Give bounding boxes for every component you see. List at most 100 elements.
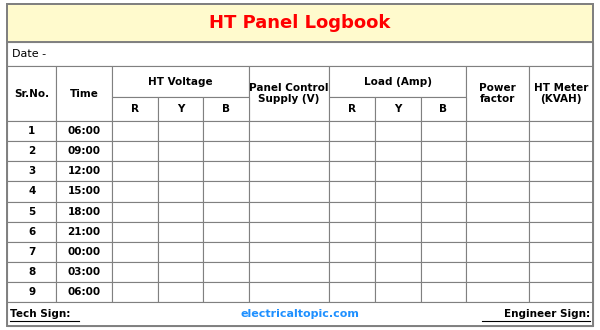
Bar [529, 242, 593, 262]
Text: Y: Y [394, 104, 401, 114]
Bar [329, 66, 466, 97]
Bar [249, 222, 329, 242]
Bar [329, 262, 375, 282]
Text: electricaltopic.com: electricaltopic.com [241, 309, 359, 319]
Bar [329, 202, 375, 222]
Bar [158, 97, 203, 121]
Text: 1: 1 [28, 126, 35, 136]
Bar [158, 161, 203, 182]
Bar [112, 242, 158, 262]
Bar [7, 161, 56, 182]
Bar [112, 141, 158, 161]
Text: 00:00: 00:00 [68, 247, 101, 257]
Text: 09:00: 09:00 [68, 146, 101, 156]
Bar [375, 182, 421, 202]
Bar [529, 121, 593, 141]
Text: Y: Y [177, 104, 184, 114]
Bar [421, 121, 466, 141]
Bar [112, 282, 158, 302]
Bar [529, 161, 593, 182]
Bar [375, 202, 421, 222]
Bar [203, 222, 249, 242]
Bar [329, 97, 375, 121]
Bar [529, 282, 593, 302]
Bar [203, 282, 249, 302]
Bar [375, 161, 421, 182]
Bar [466, 121, 529, 141]
Bar [158, 262, 203, 282]
Bar [249, 66, 329, 121]
Bar [421, 282, 466, 302]
Text: Sr.No.: Sr.No. [14, 88, 49, 99]
Bar [203, 121, 249, 141]
Bar [329, 182, 375, 202]
Bar [249, 262, 329, 282]
Bar [466, 182, 529, 202]
Bar [375, 242, 421, 262]
Bar [158, 182, 203, 202]
Text: Engineer Sign:: Engineer Sign: [503, 309, 590, 319]
Bar [529, 66, 593, 121]
Bar [112, 161, 158, 182]
Text: R: R [131, 104, 139, 114]
Bar [329, 242, 375, 262]
Bar [158, 242, 203, 262]
Text: Panel Control
Supply (V): Panel Control Supply (V) [250, 83, 329, 104]
Bar [7, 141, 56, 161]
Bar [375, 282, 421, 302]
Bar [56, 242, 112, 262]
Bar [421, 161, 466, 182]
Bar [249, 282, 329, 302]
Bar [329, 282, 375, 302]
Bar [375, 222, 421, 242]
Bar [529, 262, 593, 282]
Bar [203, 141, 249, 161]
Bar [249, 242, 329, 262]
Text: 4: 4 [28, 186, 35, 196]
Bar [7, 202, 56, 222]
Bar [112, 121, 158, 141]
Bar [421, 262, 466, 282]
Bar [529, 202, 593, 222]
Bar [203, 97, 249, 121]
Bar [158, 202, 203, 222]
Bar [112, 202, 158, 222]
Bar [203, 202, 249, 222]
Bar [7, 262, 56, 282]
Bar [466, 282, 529, 302]
Text: Date -: Date - [12, 49, 46, 59]
Bar [158, 121, 203, 141]
Bar [421, 202, 466, 222]
Bar [7, 42, 593, 66]
Bar [249, 182, 329, 202]
Bar [7, 182, 56, 202]
Bar [421, 222, 466, 242]
Text: 7: 7 [28, 247, 35, 257]
Bar [158, 222, 203, 242]
Bar [375, 262, 421, 282]
Text: 5: 5 [28, 207, 35, 216]
Bar [112, 262, 158, 282]
Bar [466, 141, 529, 161]
Bar [466, 222, 529, 242]
Text: B: B [439, 104, 448, 114]
Bar [529, 141, 593, 161]
Bar [203, 182, 249, 202]
Text: HT Panel Logbook: HT Panel Logbook [209, 14, 391, 32]
Bar [112, 97, 158, 121]
Bar [375, 121, 421, 141]
Text: 06:00: 06:00 [68, 126, 101, 136]
Text: 03:00: 03:00 [68, 267, 101, 277]
Bar [56, 66, 112, 121]
Text: Power
factor: Power factor [479, 83, 516, 104]
Bar [249, 202, 329, 222]
Bar [56, 182, 112, 202]
Text: 2: 2 [28, 146, 35, 156]
Bar [329, 222, 375, 242]
Bar [329, 161, 375, 182]
Bar [421, 97, 466, 121]
Text: 3: 3 [28, 166, 35, 176]
Bar [7, 302, 593, 326]
Text: 18:00: 18:00 [68, 207, 101, 216]
Bar [112, 66, 249, 97]
